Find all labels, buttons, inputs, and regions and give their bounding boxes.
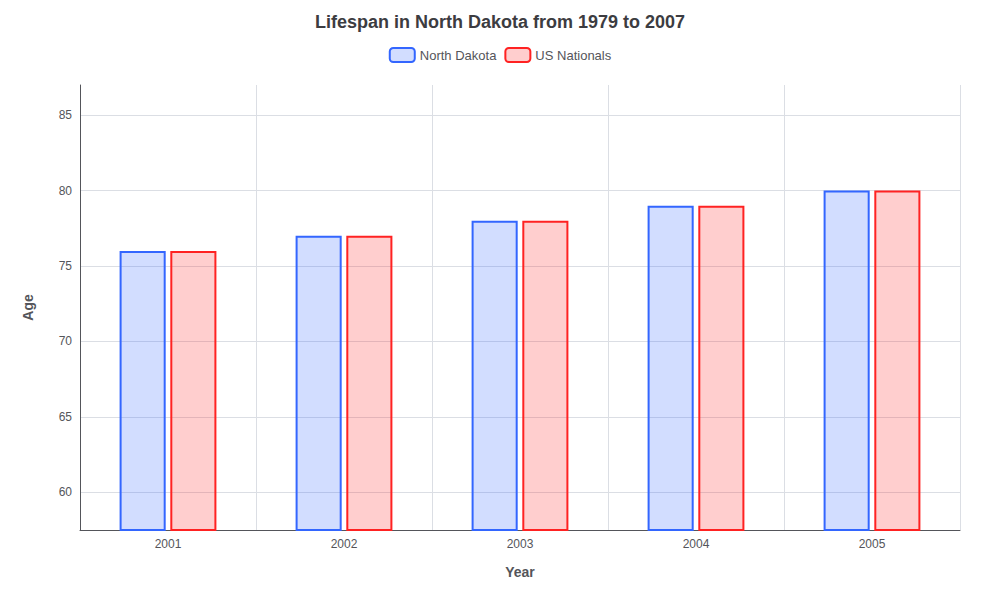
svg-text:Lifespan in North Dakota from: Lifespan in North Dakota from 1979 to 20…: [315, 12, 685, 32]
svg-text:60: 60: [59, 485, 73, 499]
svg-text:2005: 2005: [859, 537, 886, 551]
svg-text:Year: Year: [505, 564, 535, 580]
svg-text:2003: 2003: [507, 537, 534, 551]
svg-text:70: 70: [59, 334, 73, 348]
svg-text:65: 65: [59, 410, 73, 424]
svg-text:2004: 2004: [683, 537, 710, 551]
svg-text:US Nationals: US Nationals: [535, 48, 611, 63]
svg-text:North Dakota: North Dakota: [420, 48, 497, 63]
svg-text:75: 75: [59, 259, 73, 273]
svg-text:80: 80: [59, 184, 73, 198]
svg-text:85: 85: [59, 108, 73, 122]
svg-text:Age: Age: [20, 294, 36, 321]
svg-text:2002: 2002: [331, 537, 358, 551]
svg-text:2001: 2001: [155, 537, 182, 551]
